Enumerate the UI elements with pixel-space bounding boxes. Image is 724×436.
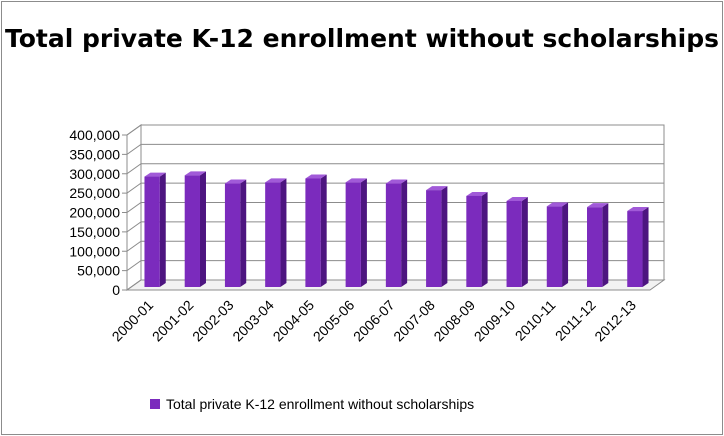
x-axis-ticks: 2000-012001-022002-032003-042004-052005-… [109,297,640,345]
bar-side [240,179,247,287]
bar [426,186,448,287]
bar-front [426,190,442,287]
bar-side [481,191,488,287]
bar [265,178,287,287]
bar-top [305,174,327,179]
x-tick-label: 2007-08 [390,297,438,345]
x-tick-label: 2006-07 [350,297,398,345]
gridline [126,202,664,213]
bar-top [466,191,488,196]
bar-top [265,178,287,183]
bar-front [546,206,563,287]
y-tick-label: 150,000 [69,224,120,240]
gridline [126,143,664,155]
legend: Total private K-12 enrollment without sc… [150,393,474,415]
bar-front [265,182,281,287]
x-tick-label: 2011-12 [552,297,599,344]
x-tick-label: 2010-11 [512,297,559,344]
bar-top [184,171,206,176]
gridline [126,124,664,136]
bar-side [521,196,528,287]
bar-side [280,178,287,287]
y-tick-label: 50,000 [77,263,120,279]
bar [385,179,408,287]
gridline [126,182,664,194]
y-tick-label: 250,000 [69,185,120,201]
bars [144,171,649,287]
gridlines [126,124,664,291]
bar-top [587,203,609,208]
bar-side [602,203,609,287]
bar-front [627,211,643,287]
bar-side [642,207,649,287]
bar-front [506,200,522,287]
gridline [126,240,664,252]
bar [184,171,206,287]
legend-swatch [150,399,160,409]
bar-front [184,175,200,287]
x-tick-label: 2001-02 [149,297,197,345]
x-tick-label: 2003-04 [229,297,277,345]
y-tick-label: 300,000 [69,166,120,182]
bar-side [441,186,448,287]
bar-top [426,186,448,191]
bar-side [562,202,569,287]
bar-top [144,172,166,177]
x-tick-label: 2012-13 [591,297,639,345]
bar-side [320,174,327,287]
gridline [126,163,664,175]
y-tick-label: 400,000 [69,127,120,143]
bar-front [224,183,241,287]
x-tick-label: 2002-03 [189,297,237,345]
bar [546,202,569,287]
bar-top [345,178,367,183]
bar [305,174,327,287]
bar [345,178,367,287]
bar [144,172,166,287]
bar [587,203,609,287]
y-tick-label: 350,000 [69,146,120,162]
x-tick-label: 2008-09 [430,297,478,345]
x-tick-label: 2000-01 [109,297,157,345]
y-tick-label: 0 [112,282,120,298]
bar-front [587,207,603,287]
bar-front [144,176,160,287]
bar-front [385,183,402,287]
gridline [126,221,664,233]
x-tick-label: 2009-10 [471,297,519,345]
bar-side [360,178,367,287]
bar-top [385,179,408,184]
bar-front [345,182,361,287]
bar [224,179,247,287]
bar-side [199,171,206,287]
y-tick-label: 200,000 [69,205,120,221]
bar-front [305,178,321,287]
gridline [126,279,664,291]
bar-top [224,179,247,184]
bar [627,207,649,287]
bar-top [506,196,528,201]
bar-top [627,207,649,212]
x-tick-label: 2005-06 [310,297,358,345]
x-tick-label: 2004-05 [270,297,318,345]
y-axis-ticks: 0 50,000 100,000 150,000 200,000 250,000 300,0… [69,127,128,298]
legend-label: Total private K-12 enrollment without sc… [166,396,475,412]
bar [466,191,488,287]
y-tick-label: 100,000 [69,243,120,259]
bar-front [466,195,482,287]
bar-top [546,202,569,207]
gridline [126,260,664,272]
chart-title: Total private K-12 enrollment without sc… [4,24,719,53]
bar-side [159,172,166,287]
bar [506,196,528,287]
bar-side [401,179,408,287]
